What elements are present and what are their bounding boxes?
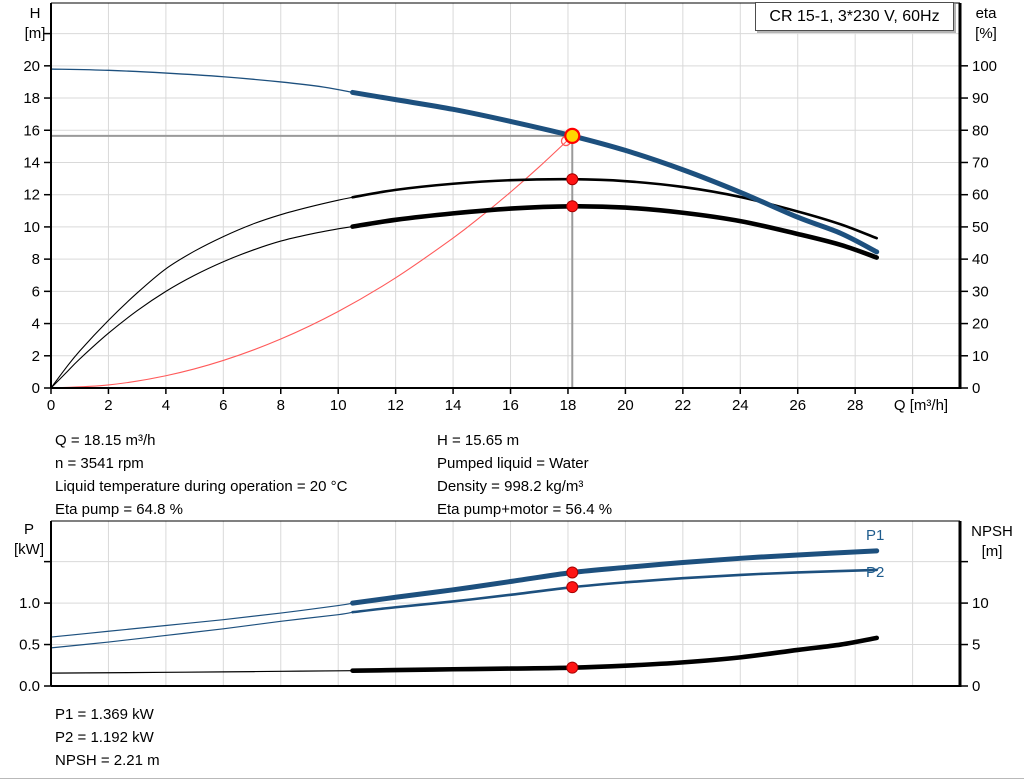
panel-bottom-divider — [0, 778, 1024, 779]
eta-pump-motor-curve-rated-segment — [350, 203, 880, 260]
x-tick-label: 2 — [104, 397, 112, 414]
x-tick-label: 8 — [277, 397, 285, 414]
npsh-curve-rated-segment — [350, 635, 880, 673]
eta-axis-label-symbol: eta — [975, 5, 997, 22]
left-axis-tick-label: 0.5 — [19, 637, 40, 654]
eta-pump-value: Eta pump = 64.8 % — [55, 501, 183, 518]
p-axis-label-symbol: P — [23, 521, 34, 538]
eta-pump-curve-extended-segment — [50, 196, 354, 389]
density-value: Density = 998.2 kg/m³ — [437, 478, 584, 495]
x-tick-label: 10 — [330, 397, 347, 414]
x-tick-label: 22 — [675, 397, 692, 414]
duty-point-marker[interactable] — [564, 127, 581, 144]
flow-value: Q = 18.15 m³/h — [55, 432, 156, 449]
p1-curve-label: P1 — [866, 527, 885, 544]
eta-pump-motor-curve-extended-segment — [50, 226, 354, 389]
p2-value: P2 = 1.192 kW — [55, 729, 154, 746]
npsh-axis-label-symbol: NPSH — [971, 523, 1013, 540]
left-axis-tick-label: 4 — [32, 316, 40, 333]
right-axis-tick-label: 100 — [972, 58, 997, 75]
right-axis-tick-label: 30 — [972, 283, 989, 300]
right-axis-tick-label: 50 — [972, 219, 989, 236]
left-axis-tick-label: 18 — [23, 90, 40, 107]
npsh-axis-label-unit: [m] — [981, 543, 1003, 560]
x-tick-label: 4 — [162, 397, 170, 414]
x-tick-label: 6 — [219, 397, 227, 414]
npsh-duty-dot — [566, 661, 579, 674]
x-tick-label: 18 — [560, 397, 577, 414]
x-axis-unit-label: Q [m³/h] — [894, 397, 948, 414]
npsh-value: NPSH = 2.21 m — [55, 752, 160, 769]
left-axis-tick-label: 10 — [23, 219, 40, 236]
right-axis-tick-label: 0 — [972, 380, 980, 397]
p1-curve-rated-segment — [350, 548, 880, 606]
head-efficiency-chart-plot-area[interactable] — [51, 3, 960, 388]
right-axis-tick-label: 90 — [972, 90, 989, 107]
left-axis-tick-label: 8 — [32, 251, 40, 268]
right-axis-tick-label: 70 — [972, 154, 989, 171]
p2-curve-rated-segment — [351, 568, 879, 614]
pumped-liquid-value: Pumped liquid = Water — [437, 455, 589, 472]
x-tick-label: 14 — [445, 397, 462, 414]
operating-data-right: H = 15.65 m Pumped liquid = Water Densit… — [437, 429, 612, 521]
head-value: H = 15.65 m — [437, 432, 520, 449]
pump-title-box: CR 15-1, 3*230 V, 60Hz — [755, 2, 954, 31]
right-axis-tick-label: 20 — [972, 316, 989, 333]
eta-pump-duty-dot — [566, 173, 579, 186]
npsh-axis-label: NPSH [m] — [963, 522, 1021, 562]
system-curve-extended-segment — [50, 135, 573, 389]
right-axis-tick-label: 80 — [972, 122, 989, 139]
left-axis-tick-label: 2 — [32, 348, 40, 365]
p1-duty-dot — [566, 566, 579, 579]
right-axis-tick-label: 0 — [972, 678, 980, 695]
p1-value: P1 = 1.369 kW — [55, 706, 154, 723]
eta-axis-label: eta [%] — [967, 4, 1005, 44]
operating-data-left: Q = 18.15 m³/h n = 3541 rpm Liquid tempe… — [55, 429, 347, 521]
x-tick-label: 16 — [502, 397, 519, 414]
eta-pump-motor-duty-dot — [566, 200, 579, 213]
p2-duty-dot — [566, 581, 579, 594]
eta-pump-motor-value: Eta pump+motor = 56.4 % — [437, 501, 613, 518]
left-axis-tick-label: 6 — [32, 283, 40, 300]
power-npsh-chart: 0.0 0.5 1.0 0 5 10 — [19, 520, 989, 695]
p-axis-label: P [kW] — [9, 520, 49, 560]
p-axis-label-unit: [kW] — [14, 541, 44, 558]
head-curve-rated-segment — [350, 89, 880, 255]
left-axis-tick-label: 14 — [23, 154, 40, 171]
head-curve-extended-segment — [50, 68, 354, 94]
p2-curve-label: P2 — [866, 564, 885, 581]
left-axis-tick-label: 0.0 — [19, 678, 40, 695]
h-axis-label: H [m] — [15, 4, 55, 44]
right-axis-tick-label: 10 — [972, 348, 989, 365]
x-tick-label: 12 — [387, 397, 404, 414]
liquid-temperature-value: Liquid temperature during operation = 20… — [55, 478, 348, 495]
x-tick-label: 0 — [47, 397, 55, 414]
left-axis-tick-label: 20 — [23, 58, 40, 75]
speed-value: n = 3541 rpm — [55, 455, 144, 472]
head-efficiency-chart: 0 2 4 6 8 10 12 14 16 18 20 22 24 26 28 Q [m³/h]0246810… — [23, 2, 997, 414]
right-axis-tick-label: 40 — [972, 251, 989, 268]
left-axis-tick-label: 1.0 — [19, 595, 40, 612]
right-axis-tick-label: 60 — [972, 187, 989, 204]
x-tick-label: 24 — [732, 397, 749, 414]
x-tick-label: 26 — [789, 397, 806, 414]
eta-pump-curve-rated-segment — [351, 177, 879, 240]
left-axis-tick-label: 12 — [23, 187, 40, 204]
p1-curve-extended-segment — [50, 602, 354, 638]
power-data: P1 = 1.369 kW P2 = 1.192 kW NPSH = 2.21 … — [55, 703, 160, 772]
eta-axis-label-unit: [%] — [975, 25, 997, 42]
left-axis-tick-label: 0 — [32, 380, 40, 397]
right-axis-tick-label: 5 — [972, 637, 980, 654]
left-axis-tick-label: 16 — [23, 122, 40, 139]
npsh-curve-extended-segment — [50, 670, 354, 674]
right-axis-tick-label: 10 — [972, 595, 989, 612]
p2-curve-extended-segment — [50, 611, 354, 649]
h-axis-label-unit: [m] — [24, 25, 46, 42]
x-tick-label: 20 — [617, 397, 634, 414]
x-tick-label: 28 — [847, 397, 864, 414]
h-axis-label-symbol: H — [29, 5, 41, 22]
